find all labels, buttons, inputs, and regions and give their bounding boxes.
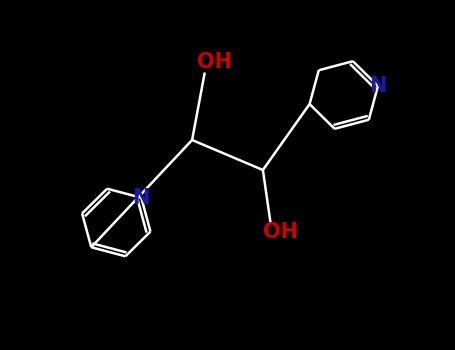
Text: N: N xyxy=(132,188,150,208)
Text: OH: OH xyxy=(263,223,298,243)
Text: OH: OH xyxy=(197,52,233,72)
Text: N: N xyxy=(369,76,387,96)
